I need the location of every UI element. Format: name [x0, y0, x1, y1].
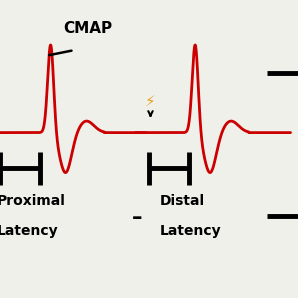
- Text: Distal: Distal: [159, 194, 204, 208]
- Text: –: –: [132, 207, 142, 228]
- Text: ⚡: ⚡: [145, 94, 156, 109]
- Text: Proximal: Proximal: [0, 194, 66, 208]
- Text: Latency: Latency: [159, 224, 221, 238]
- Text: Latency: Latency: [0, 224, 59, 238]
- Text: CMAP: CMAP: [63, 21, 112, 36]
